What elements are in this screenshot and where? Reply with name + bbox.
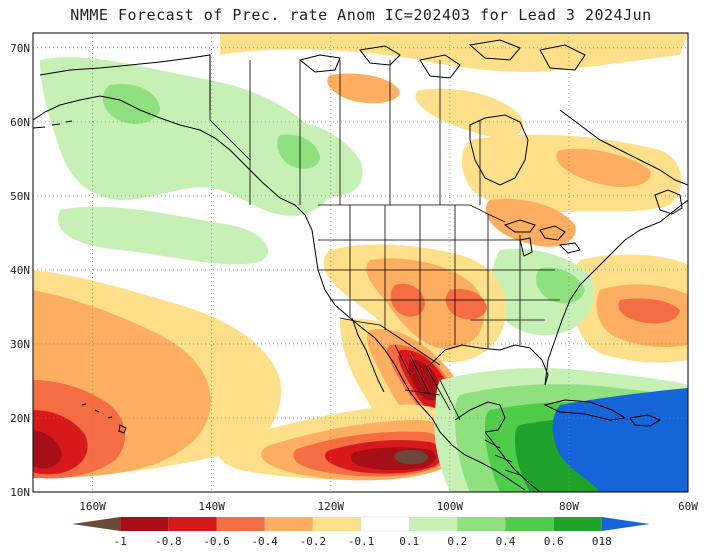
lat-tick-label: 60N <box>10 116 30 129</box>
labrador-coastline <box>559 109 688 186</box>
quebec-dry-region <box>461 134 682 213</box>
west-coastline <box>294 204 526 491</box>
plot-area <box>33 33 688 492</box>
arctic-islands <box>298 39 586 79</box>
lat-lon-grid <box>33 33 688 492</box>
colorbar-level-label: -1 <box>114 535 127 548</box>
lon-tick-label: 160W <box>79 500 106 513</box>
lon-tick-label: 100W <box>437 500 464 513</box>
us-state-lines <box>318 205 560 348</box>
arctic-dry-region <box>220 33 688 72</box>
central-america-borders <box>484 439 521 476</box>
lon-tick-label: 60W <box>678 500 698 513</box>
colorbar-swatch <box>360 516 410 532</box>
aleutian-islands <box>33 120 73 129</box>
lat-tick-label: 40N <box>10 264 30 277</box>
colorbar-max-triangle <box>601 517 650 531</box>
lat-tick-label: 20N <box>10 412 30 425</box>
colorbar-level-label: -0.1 <box>348 535 375 548</box>
alaska-canada-border <box>209 55 251 161</box>
hudson-bay-coastline <box>469 114 529 186</box>
colorbar-swatch <box>457 517 506 531</box>
canada-wet-core <box>277 134 320 169</box>
arkansas-dry-strong <box>445 288 487 320</box>
colorbar-level-label: 0.6 <box>544 535 564 548</box>
cuba-coastline <box>543 399 627 421</box>
mexico-dry-core <box>408 359 440 401</box>
alaska-coastline <box>33 95 296 206</box>
lat-tick-label: 30N <box>10 338 30 351</box>
newfoundland-coastline <box>654 189 683 215</box>
lat-tick-label: 50N <box>10 190 30 203</box>
east-coastline <box>544 199 688 386</box>
colorbar-level-label: 0.8 <box>592 535 612 548</box>
lon-tick-label: 80W <box>559 500 579 513</box>
colorbar-swatch <box>264 517 313 531</box>
colorbar-level-label: -0.2 <box>300 535 327 548</box>
canada-province-lines <box>249 60 481 205</box>
yucatan-coastline <box>454 401 506 433</box>
lon-tick-label: 120W <box>317 500 344 513</box>
hudson-dry-region <box>415 88 524 139</box>
political-borders <box>209 55 560 476</box>
colorbar-min-triangle <box>72 517 121 531</box>
alaska-north-coastline <box>39 54 211 110</box>
colorbar-swatch <box>312 517 361 531</box>
colorbar-swatch <box>409 517 458 531</box>
coastlines <box>33 39 688 492</box>
colorbar-level-label: 0.1 <box>399 535 419 548</box>
colorbar-level-label: -0.6 <box>203 535 230 548</box>
atlantic-dry-strong <box>618 298 680 324</box>
north-pacific-wet-band <box>58 206 269 265</box>
map-title: NMME Forecast of Prec. rate Anom IC=2024… <box>70 6 652 24</box>
mexico-state-lines <box>394 344 461 421</box>
northern-canada-dry-core <box>327 73 400 104</box>
hispaniola-coastline <box>629 414 662 427</box>
central-pacific-dry-core <box>33 430 62 469</box>
great-lakes <box>503 219 581 257</box>
lon-tick-label: 140W <box>198 500 225 513</box>
baja-coastline <box>351 317 385 393</box>
colorbar-swatch <box>168 517 217 531</box>
quebec-dry-core <box>556 148 651 188</box>
colorbar-level-label: -0.4 <box>251 535 278 548</box>
axis-labels: 70N 60N 50N 40N 30N 20N 10N 160W 140W 120W 100W 80W… <box>10 42 698 513</box>
colorbar-swatch <box>553 517 602 531</box>
colorbar-level-label: -0.8 <box>155 535 182 548</box>
colorbar-swatch <box>120 517 169 531</box>
lat-tick-label: 10N <box>10 486 30 499</box>
colorbar-level-label: 0.4 <box>496 535 516 548</box>
appalachian-wet-core <box>536 267 585 304</box>
plot-frame <box>32 32 689 493</box>
hawaii-islands <box>81 403 127 434</box>
gulf-coastline <box>429 344 549 386</box>
gulf-alaska-wet-region <box>103 84 160 124</box>
us-mexico-border <box>339 317 441 366</box>
colorbar-swatch <box>505 517 554 531</box>
colorbar-level-label: 1 <box>599 535 606 548</box>
colorbar-level-label: 0.2 <box>447 535 467 548</box>
lat-tick-label: 70N <box>10 42 30 55</box>
colorbar-swatch <box>216 517 265 531</box>
great-lakes-dry-region <box>485 198 576 247</box>
eastern-pacific-extreme <box>394 449 428 465</box>
central-america-coastline <box>484 431 541 492</box>
colorbar: -1 -0.8 -0.6 -0.4 -0.2 -0.1 0.1 0.2 0.4 0.6 0.81 <box>72 516 650 548</box>
